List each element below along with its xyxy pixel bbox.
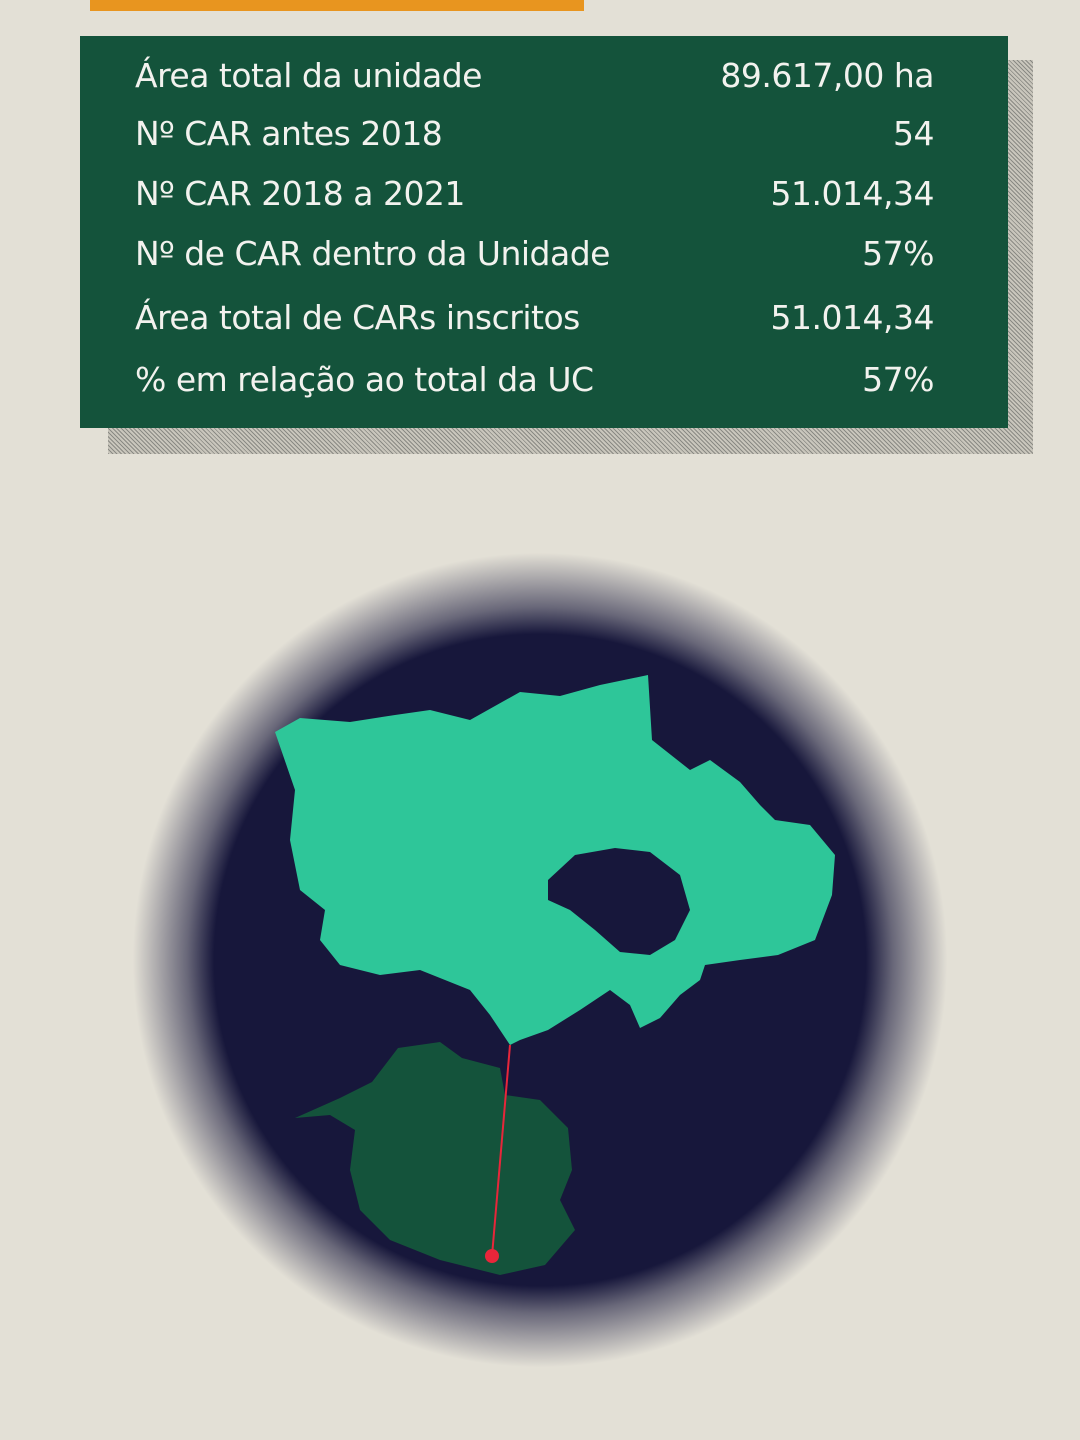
stat-value: 89.617,00 ha (720, 56, 934, 95)
stats-row: Nº de CAR dentro da Unidade 57% (135, 234, 934, 273)
state-shape (295, 1042, 575, 1275)
stat-value: 57% (862, 360, 934, 399)
stats-row: % em relação ao total da UC 57% (135, 360, 934, 399)
stats-row: Nº CAR 2018 a 2021 51.014,34 (135, 174, 935, 213)
stat-label: Nº CAR 2018 a 2021 (135, 174, 465, 213)
stat-value: 51.014,34 (770, 298, 935, 337)
map-area (0, 470, 1080, 1440)
stat-label: Área total da unidade (135, 56, 482, 95)
pointer-line (491, 1044, 511, 1257)
stats-row: Área total de CARs inscritos 51.014,34 (135, 298, 935, 337)
stat-label: Nº CAR antes 2018 (135, 114, 443, 153)
location-marker (485, 1249, 499, 1263)
stat-label: Nº de CAR dentro da Unidade (135, 234, 610, 273)
stat-label: % em relação ao total da UC (135, 360, 594, 399)
stat-value: 54 (893, 114, 935, 153)
stat-value: 51.014,34 (770, 174, 935, 213)
stat-label: Área total de CARs inscritos (135, 298, 580, 337)
stat-value: 57% (862, 234, 934, 273)
map-svg (275, 675, 835, 1275)
stats-row: Área total da unidade 89.617,00 ha (135, 56, 934, 95)
stats-row: Nº CAR antes 2018 54 (135, 114, 935, 153)
conservation-unit-shape (275, 675, 835, 1045)
stats-panel: Área total da unidade 89.617,00 ha Nº CAR… (80, 36, 1008, 428)
accent-bar (90, 0, 584, 11)
